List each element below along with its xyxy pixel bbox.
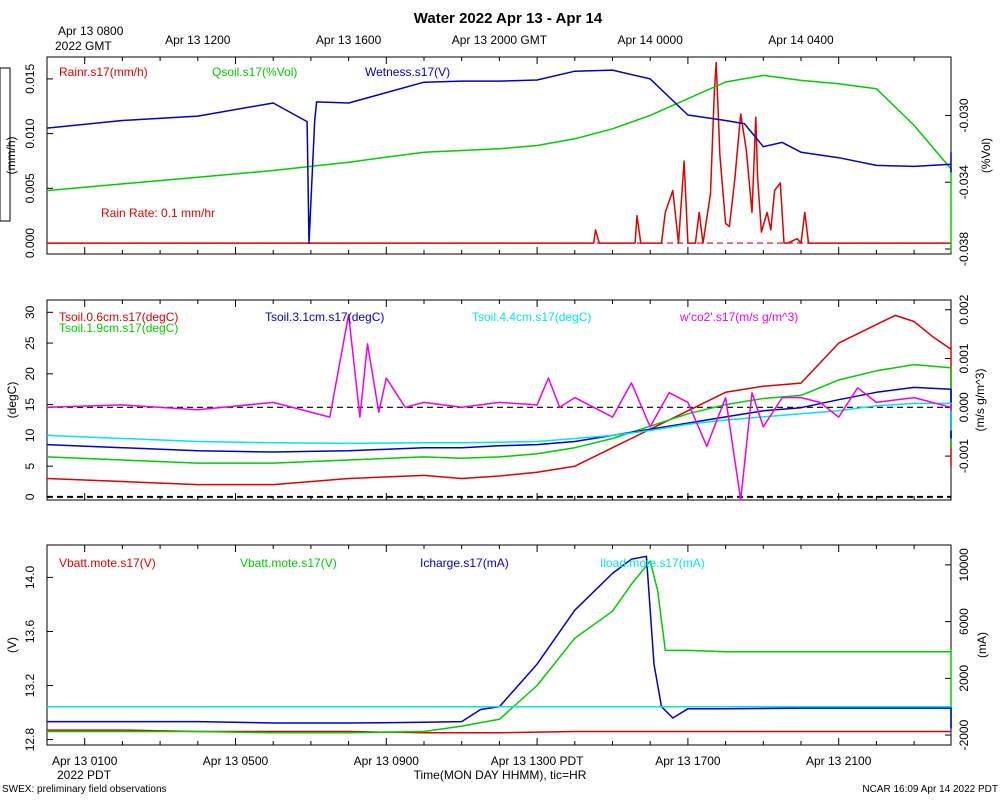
top-axis-year-label: 2022 GMT bbox=[55, 39, 112, 53]
series-line-green bbox=[46, 74, 952, 252]
series-line-blue bbox=[47, 555, 952, 729]
right-axis-tick-label: 0.000 bbox=[957, 392, 971, 422]
right-axis-label: (%Vol) bbox=[979, 138, 993, 173]
top-axis-tick-label: Apr 14 0400 bbox=[768, 33, 834, 47]
series-line-green bbox=[47, 560, 952, 734]
rain-rate-annotation: Rain Rate: 0.1 mm/hr bbox=[101, 206, 215, 220]
bottom-axis-tick-label: Apr 13 2100 bbox=[806, 754, 872, 768]
left-axis-tick-label: 20 bbox=[23, 367, 37, 381]
bottom-axis-tick-label: Apr 13 1700 bbox=[655, 754, 721, 768]
left-axis-tick-label: 14.0 bbox=[23, 565, 37, 589]
bottom-panel: 12.8 13.2 13.6 14.0 -2000 2000 6000 10000 (V) (mA… bbox=[5, 545, 989, 751]
footer-right: NCAR 16:09 Apr 14 2022 PDT bbox=[862, 784, 998, 795]
right-axis-tick-label: 10000 bbox=[957, 548, 971, 582]
left-axis-label: (V) bbox=[5, 637, 19, 653]
left-axis-tick-label: 0.010 bbox=[23, 118, 37, 148]
right-axis-tick-label: 6000 bbox=[957, 608, 971, 635]
left-axis-tick-label: 25 bbox=[23, 336, 37, 350]
legend-entry: Tsoil.4.4cm.s17(degC) bbox=[472, 310, 591, 324]
series-line-red bbox=[47, 729, 951, 734]
left-axis-label: (degC) bbox=[5, 382, 19, 419]
x-axis-label: Time(MON DAY HHMM), tic=HR bbox=[414, 768, 587, 782]
legend-entry: Tsoil.3.1cm.s17(degC) bbox=[265, 310, 384, 324]
legend-entry: Vbatt.mote.s17(V) bbox=[240, 556, 337, 570]
bottom-axis-tick-label: Apr 13 0500 bbox=[203, 754, 269, 768]
top-axis-ticks: Apr 13 1200 Apr 13 1600 Apr 13 2000 GMT Apr… bbox=[165, 33, 834, 47]
left-axis-tick-label: 10 bbox=[23, 428, 37, 442]
right-axis-tick-label: -2000 bbox=[957, 719, 971, 750]
left-axis-tick-label: 12.8 bbox=[23, 728, 37, 752]
left-axis-tick-label: 15 bbox=[23, 398, 37, 412]
legend-entry: Iload.mote.s17(mA) bbox=[600, 556, 705, 570]
top-axis-tick-label: Apr 13 2000 GMT bbox=[452, 33, 548, 47]
bottom-axis-tick-label: Apr 13 0900 bbox=[354, 754, 420, 768]
top-panel-frame bbox=[46, 56, 952, 255]
series-line-red bbox=[46, 314, 952, 486]
legend-entry: Qsoil.s17(%Vol) bbox=[212, 65, 297, 79]
right-axis-tick-label: -0.034 bbox=[957, 165, 971, 199]
middle-panel: 0 5 10 15 20 25 30 -0.001 0.000 0.001 0.002 (degC) (… bbox=[5, 294, 987, 501]
series-line-blue bbox=[46, 69, 952, 244]
legend-entry: Vbatt.mote.s17(V) bbox=[59, 556, 156, 570]
right-axis-tick-label: -0.030 bbox=[957, 98, 971, 132]
left-axis-tick-label: 30 bbox=[23, 305, 37, 319]
series-line-green bbox=[46, 363, 952, 464]
legend-entry: Rainr.s17(mm/h) bbox=[59, 65, 148, 79]
legend-entry: w'co2'.s17(m/s g/m^3) bbox=[679, 310, 798, 324]
right-axis-tick-label: 2000 bbox=[957, 665, 971, 692]
right-axis-tick-label: 0.002 bbox=[957, 294, 971, 324]
left-axis-tick-label: 0.005 bbox=[23, 173, 37, 203]
left-axis-tick-label: 13.2 bbox=[23, 674, 37, 698]
left-axis-tick-label: 13.6 bbox=[23, 619, 37, 643]
series-line-red bbox=[47, 61, 951, 244]
bottom-axis-tick-label: Apr 13 1300 PDT bbox=[491, 754, 584, 768]
footer-left: SWEX: preliminary field observations bbox=[2, 784, 167, 795]
top-axis-tick-label: Apr 13 1600 bbox=[316, 33, 382, 47]
middle-panel-frame bbox=[46, 299, 952, 501]
bottom-axis-ticks: Apr 13 0100 Apr 13 0500 Apr 13 0900 Apr 13 … bbox=[52, 754, 872, 768]
right-axis-tick-label: 0.001 bbox=[957, 343, 971, 373]
top-panel: 0.000 0.005 0.010 0.015 -0.030 -0.034 -0.038 (m… bbox=[4, 57, 993, 266]
right-axis-label: (mA) bbox=[975, 632, 989, 658]
top-axis-start-label: Apr 13 0800 bbox=[58, 24, 124, 38]
series-line-magenta bbox=[46, 313, 952, 501]
right-axis-tick-label: -0.001 bbox=[957, 439, 971, 473]
top-axis-tick-label: Apr 13 1200 bbox=[165, 33, 231, 47]
top-panel-annotation-group: Rain Rate: 0.1 mm/hr bbox=[0, 67, 215, 222]
top-panel-axis-label-box bbox=[0, 67, 11, 222]
bottom-panel-frame bbox=[46, 544, 952, 746]
chart-title: Water 2022 Apr 13 - Apr 14 bbox=[414, 10, 603, 27]
left-axis-tick-label: 0.015 bbox=[23, 64, 37, 94]
bottom-axis-tick-label: Apr 13 0100 bbox=[52, 754, 118, 768]
right-axis-tick-label: -0.038 bbox=[957, 232, 971, 266]
legend-entry: Tsoil.0.6cm.s17(degC) bbox=[59, 310, 178, 324]
bottom-axis-year-label: 2022 PDT bbox=[57, 768, 112, 782]
legend-entry: Icharge.s17(mA) bbox=[420, 556, 509, 570]
legend-entry: Tsoil.1.9cm.s17(degC) bbox=[59, 321, 178, 335]
left-axis-tick-label: 0 bbox=[23, 493, 37, 500]
top-axis-tick-label: Apr 14 0000 bbox=[618, 33, 684, 47]
left-axis-tick-label: 5 bbox=[23, 462, 37, 469]
left-axis-tick-label: 0.000 bbox=[23, 228, 37, 258]
legend-entry: Wetness.s17(V) bbox=[365, 65, 450, 79]
left-axis-label: (mm/h) bbox=[4, 137, 18, 175]
series-line-cyan bbox=[46, 402, 952, 445]
right-axis-label: (m/s g/m^3) bbox=[973, 369, 987, 432]
